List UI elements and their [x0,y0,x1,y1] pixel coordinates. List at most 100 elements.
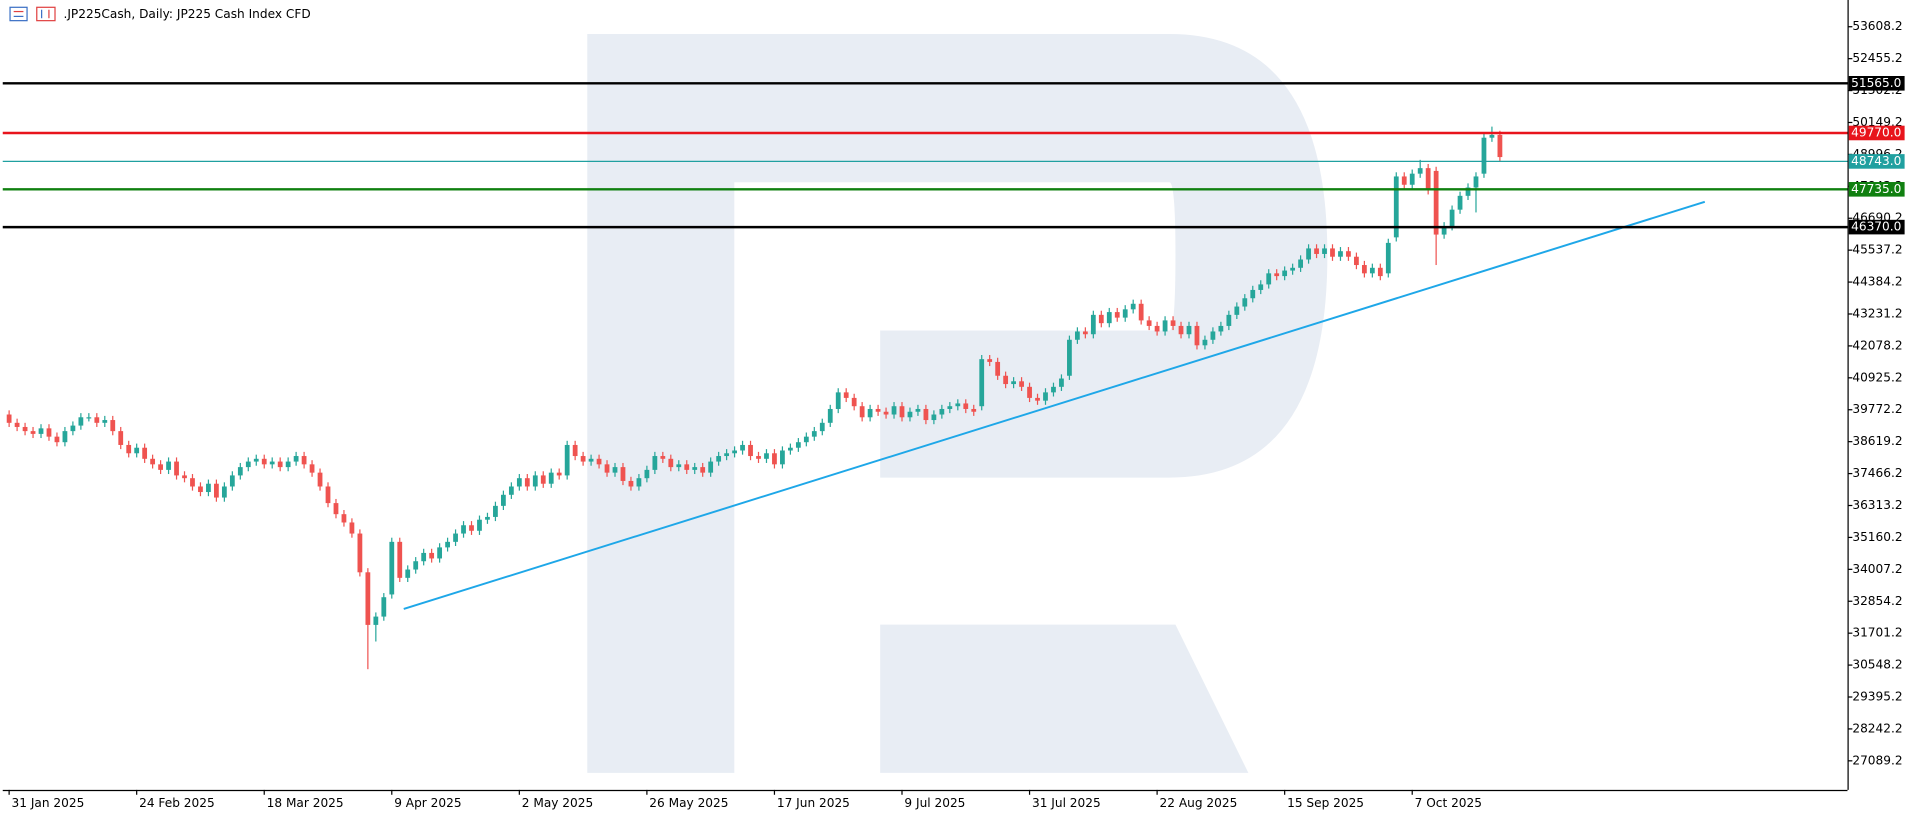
candle-body [1322,248,1327,254]
candle-body [1274,273,1280,277]
candle-body [1090,314,1096,335]
candle-body [397,541,403,578]
candle-body [1290,267,1296,271]
candle-body [198,486,203,493]
candle-body [1170,320,1176,326]
candle-body [1074,331,1080,340]
candle-body [1449,209,1455,227]
candle-body [1114,312,1120,318]
candle-body [931,414,937,421]
y-tick-label: 52455.2 [1852,51,1902,65]
y-tick-label: 27089.2 [1852,753,1902,767]
candle-body [1218,325,1224,332]
candle-body [540,475,546,484]
candle-body [684,464,690,470]
candle-body [516,478,522,487]
candle-body [564,444,570,476]
candle-body [867,408,873,418]
candle-body [1098,314,1104,324]
candle-body [357,533,363,573]
candle-body [118,431,124,445]
candle-body [700,467,706,473]
candle-body [229,475,235,487]
candle-body [803,436,809,443]
candle-body [221,486,227,498]
candle-body [1282,270,1288,277]
candle-body [1369,267,1375,274]
candle-body [30,431,36,434]
x-tick-label: 2 May 2025 [522,796,593,810]
candle-body [1473,176,1479,188]
candle-body [1226,314,1232,326]
candle-body [851,397,857,407]
y-tick-label: 50149.2 [1852,115,1902,129]
candle-body [110,420,116,432]
candle-body [22,426,28,432]
chart-title: .JP225Cash, Daily: JP225 Cash Index CFD [64,7,311,21]
candle-body [588,458,594,462]
level-label: 51565.0 [1851,76,1901,90]
candle-body [1011,381,1017,385]
candle-body [1346,251,1351,257]
candle-body [429,552,435,559]
candle-body [261,458,267,465]
y-tick-label: 40925.2 [1852,370,1902,384]
candle-body [469,525,474,531]
y-tick-label: 32854.2 [1852,594,1902,608]
candle-body [1210,331,1216,340]
candle-body [859,406,865,418]
candle-body [612,467,618,473]
candle-body [987,359,993,362]
candle-body [102,420,108,423]
candle-body [485,516,490,520]
candle-body [1130,303,1136,310]
candle-body [94,417,100,423]
y-tick-label: 53608.2 [1852,19,1902,33]
candle-body [1178,325,1184,335]
candle-body [923,408,929,421]
candle-body [1306,248,1311,260]
icon-list [9,6,28,22]
candle-body [477,519,482,531]
x-tick-label: 31 Jan 2025 [12,796,85,810]
candle-body [493,505,498,517]
candle-body [158,464,163,470]
candle-body [811,431,817,437]
y-tick-label: 42078.2 [1852,338,1902,352]
candle-body [349,522,355,534]
candle-body [660,456,666,459]
candle-body [134,447,140,454]
candle-body [1122,309,1128,318]
candle-body [764,453,769,459]
candle-body [1003,375,1009,385]
candle-body [166,461,171,470]
candle-body [6,414,12,423]
candle-body [501,494,506,506]
y-tick-label: 39772.2 [1852,402,1902,416]
candle-body [628,480,634,487]
level-label-box [1848,76,1905,91]
candle-body [1433,170,1439,235]
y-tick-label: 29395.2 [1852,690,1902,704]
candle-body [1457,195,1463,210]
candle-body [1035,397,1040,401]
candle-body [381,597,387,617]
candle-body [835,392,841,409]
level-label-box [1848,182,1905,197]
candle-body [548,472,554,484]
candle-body [62,431,68,443]
candle-body [732,450,737,454]
trend-line [403,200,1706,610]
candle-body [668,458,674,468]
candle-body [708,461,714,473]
candle-body [636,478,642,487]
candle-body [1186,325,1192,335]
candle-body [1258,284,1264,290]
candle-body [891,406,897,415]
candle-body [1019,381,1024,387]
candle-body [1043,392,1048,401]
candle-body [78,417,84,426]
candle-body [772,453,777,465]
